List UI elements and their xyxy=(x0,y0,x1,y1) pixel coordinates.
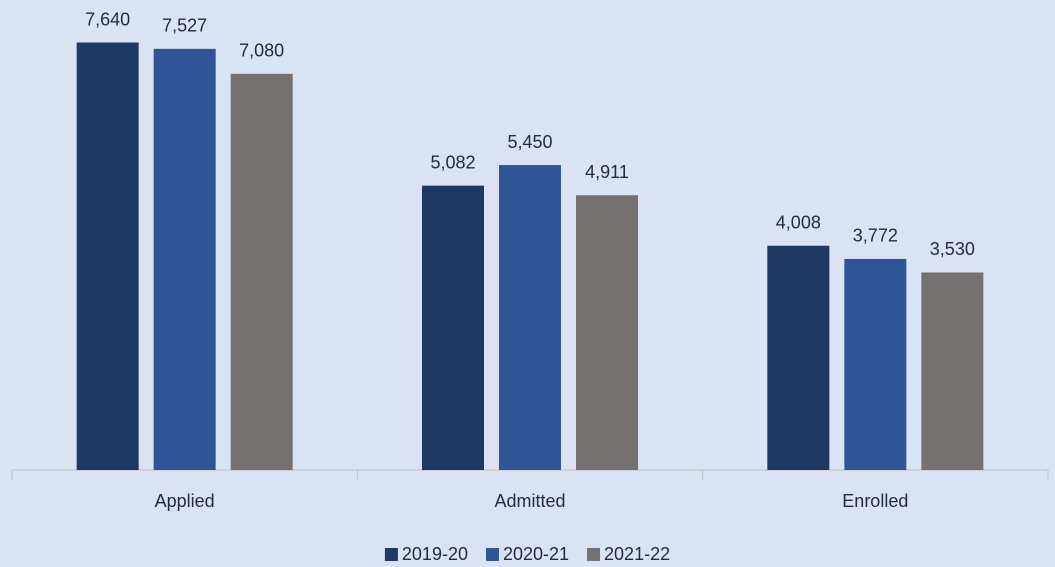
value-label: 3,530 xyxy=(930,239,975,259)
x-tick-label: Admitted xyxy=(494,491,565,511)
bar xyxy=(230,73,293,470)
bar xyxy=(76,42,139,471)
bar xyxy=(921,272,984,470)
bar xyxy=(422,185,484,470)
value-label: 7,640 xyxy=(85,9,130,29)
value-label: 7,527 xyxy=(162,16,207,36)
value-label: 5,082 xyxy=(430,152,475,172)
x-tick-label: Applied xyxy=(155,491,215,511)
bar xyxy=(499,165,561,471)
legend-label: 2020-21 xyxy=(503,544,569,564)
bar xyxy=(844,258,907,470)
bar xyxy=(576,195,638,471)
value-label: 4,911 xyxy=(585,162,629,182)
value-label: 5,450 xyxy=(507,132,552,152)
bar xyxy=(767,245,830,470)
legend-label: 2019-20 xyxy=(402,544,468,564)
legend-swatch xyxy=(587,548,601,561)
bar xyxy=(153,48,216,470)
x-tick-label: Enrolled xyxy=(842,491,908,511)
value-label: 7,080 xyxy=(239,41,284,61)
legend-label: 2021-22 xyxy=(604,544,670,564)
value-label: 3,772 xyxy=(853,226,898,246)
legend-swatch xyxy=(485,548,499,561)
legend-swatch xyxy=(384,548,398,561)
value-label: 4,008 xyxy=(776,212,821,232)
